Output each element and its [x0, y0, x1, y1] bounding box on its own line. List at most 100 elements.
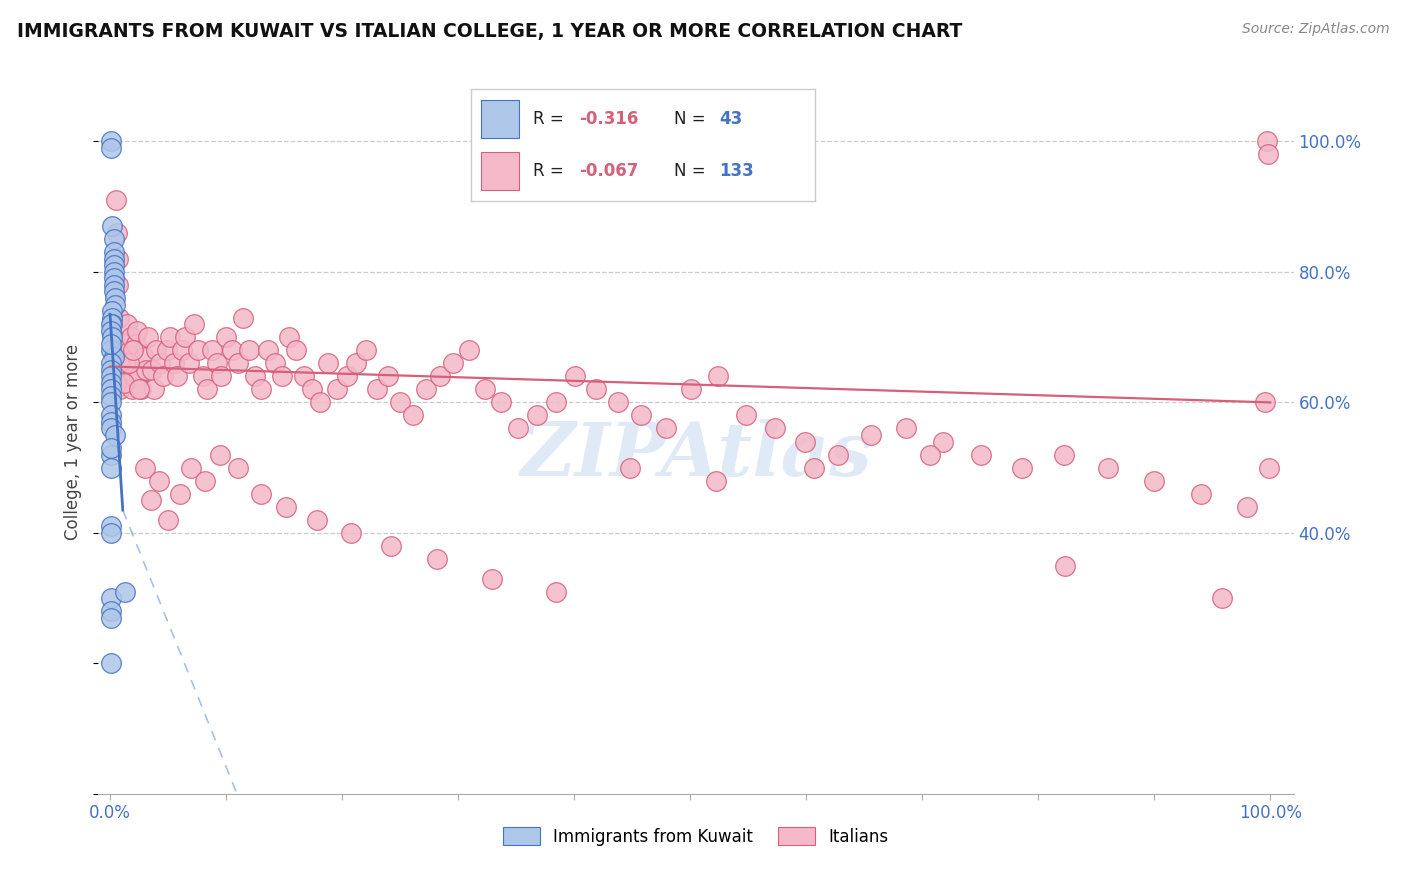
Point — [104, 382, 127, 396]
Point — [1236, 500, 1258, 514]
Point — [489, 395, 512, 409]
Point — [107, 252, 129, 266]
Point — [100, 141, 122, 155]
Point — [194, 474, 217, 488]
Point — [100, 460, 122, 475]
Point — [250, 487, 273, 501]
Y-axis label: College, 1 year or more: College, 1 year or more — [65, 343, 83, 540]
Point — [141, 363, 163, 377]
Point — [100, 415, 122, 429]
Point — [340, 525, 363, 540]
Point — [111, 343, 134, 358]
Point — [100, 382, 122, 396]
Point — [429, 369, 451, 384]
Point — [128, 382, 150, 396]
Text: R =: R = — [533, 161, 569, 179]
Point — [263, 356, 285, 370]
Text: -0.316: -0.316 — [579, 111, 638, 128]
Point — [301, 382, 323, 396]
Point — [209, 448, 232, 462]
Point — [1189, 487, 1212, 501]
Point — [100, 343, 122, 358]
Point — [100, 135, 122, 149]
Text: Source: ZipAtlas.com: Source: ZipAtlas.com — [1241, 22, 1389, 37]
Point — [100, 324, 122, 338]
Point — [139, 493, 162, 508]
Point — [112, 363, 135, 377]
Point — [474, 382, 496, 396]
Point — [104, 193, 127, 207]
Point — [100, 657, 122, 671]
Point — [100, 317, 122, 331]
Point — [101, 219, 124, 234]
Point — [122, 369, 145, 384]
Point — [132, 350, 155, 364]
Point — [226, 356, 249, 370]
Point — [103, 285, 125, 299]
Point — [103, 277, 125, 292]
Point — [309, 395, 332, 409]
Point — [100, 363, 122, 377]
Point — [1253, 395, 1275, 409]
Point — [149, 356, 172, 370]
Point — [1256, 135, 1278, 149]
Point — [159, 330, 181, 344]
Point — [932, 434, 955, 449]
Point — [201, 343, 224, 358]
Point — [380, 539, 402, 553]
Point — [120, 330, 142, 344]
Point — [107, 277, 129, 292]
Text: IMMIGRANTS FROM KUWAIT VS ITALIAN COLLEGE, 1 YEAR OR MORE CORRELATION CHART: IMMIGRANTS FROM KUWAIT VS ITALIAN COLLEG… — [17, 22, 962, 41]
Point — [270, 369, 292, 384]
Point — [122, 343, 145, 358]
Point — [170, 343, 193, 358]
Point — [100, 591, 122, 606]
Point — [157, 513, 180, 527]
Text: 133: 133 — [718, 161, 754, 179]
Point — [209, 369, 232, 384]
Point — [187, 343, 209, 358]
Point — [180, 460, 202, 475]
Point — [101, 304, 124, 318]
Point — [103, 259, 125, 273]
Point — [124, 336, 146, 351]
Point — [114, 584, 136, 599]
Point — [117, 356, 139, 370]
Point — [103, 350, 125, 364]
Point — [148, 474, 170, 488]
Point — [104, 428, 127, 442]
Point — [104, 291, 127, 305]
Point — [103, 252, 125, 266]
Point — [111, 363, 134, 377]
Point — [100, 448, 122, 462]
Point — [104, 369, 127, 384]
Point — [221, 343, 243, 358]
Point — [1053, 448, 1076, 462]
Point — [366, 382, 388, 396]
Text: -0.067: -0.067 — [579, 161, 638, 179]
Point — [191, 369, 214, 384]
Point — [103, 265, 125, 279]
Point — [1257, 147, 1279, 161]
Point — [704, 474, 727, 488]
Point — [100, 611, 122, 625]
Point — [100, 389, 122, 403]
Point — [114, 356, 136, 370]
Point — [100, 441, 122, 455]
Legend: Immigrants from Kuwait, Italians: Immigrants from Kuwait, Italians — [496, 821, 896, 853]
Point — [115, 369, 138, 384]
Point — [215, 330, 238, 344]
Point — [1258, 460, 1281, 475]
Point — [100, 356, 122, 370]
Point — [100, 525, 122, 540]
Point — [544, 584, 567, 599]
Point — [226, 460, 249, 475]
Point — [316, 356, 339, 370]
Point — [100, 395, 122, 409]
Point — [356, 343, 378, 358]
Point — [402, 409, 425, 423]
Point — [169, 487, 191, 501]
Point — [108, 310, 131, 325]
Point — [100, 421, 122, 435]
Bar — [481, 100, 519, 138]
